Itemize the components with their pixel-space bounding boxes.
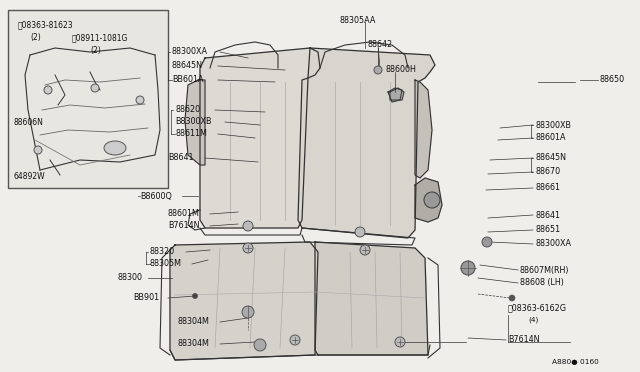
Text: 88601M: 88601M xyxy=(168,209,200,218)
Text: B7614N: B7614N xyxy=(168,221,200,231)
Text: 88300: 88300 xyxy=(118,273,143,282)
Text: 88642: 88642 xyxy=(368,40,393,49)
Circle shape xyxy=(254,339,266,351)
Text: 88600H: 88600H xyxy=(385,65,416,74)
Text: 88650: 88650 xyxy=(600,76,625,84)
Polygon shape xyxy=(298,48,435,238)
Circle shape xyxy=(424,192,440,208)
Polygon shape xyxy=(415,80,432,178)
Text: A880● 0160: A880● 0160 xyxy=(552,359,599,365)
Text: 88606N: 88606N xyxy=(14,118,44,127)
Circle shape xyxy=(91,84,99,92)
Text: 88611M: 88611M xyxy=(175,129,207,138)
Text: B8600Q: B8600Q xyxy=(140,192,172,201)
Circle shape xyxy=(461,261,475,275)
Polygon shape xyxy=(415,178,442,222)
Text: B8300XB: B8300XB xyxy=(175,118,211,126)
Circle shape xyxy=(360,245,370,255)
Text: 88645N: 88645N xyxy=(535,154,566,163)
Circle shape xyxy=(34,146,42,154)
Circle shape xyxy=(374,66,382,74)
Circle shape xyxy=(44,86,52,94)
Text: 88645N: 88645N xyxy=(172,61,203,71)
Text: Ⓜ08363-6162G: Ⓜ08363-6162G xyxy=(508,304,567,312)
Text: 88304M: 88304M xyxy=(178,340,210,349)
Text: BB601A: BB601A xyxy=(172,76,204,84)
Text: 88670: 88670 xyxy=(535,167,560,176)
Text: 88305M: 88305M xyxy=(150,260,182,269)
Circle shape xyxy=(355,227,365,237)
Circle shape xyxy=(193,294,198,298)
Text: 88300XA: 88300XA xyxy=(535,240,571,248)
Polygon shape xyxy=(170,242,318,360)
Polygon shape xyxy=(185,80,205,165)
Polygon shape xyxy=(200,48,320,228)
Circle shape xyxy=(509,295,515,301)
Text: B8641: B8641 xyxy=(168,154,193,163)
Polygon shape xyxy=(315,242,428,355)
Text: B7614N: B7614N xyxy=(508,336,540,344)
Text: BB901: BB901 xyxy=(133,294,159,302)
Circle shape xyxy=(242,306,254,318)
Circle shape xyxy=(243,221,253,231)
Text: 88300XB: 88300XB xyxy=(535,121,571,129)
Text: ⓝ08911-1081G: ⓝ08911-1081G xyxy=(72,33,129,42)
Text: (4): (4) xyxy=(528,317,538,323)
Ellipse shape xyxy=(104,141,126,155)
Text: (2): (2) xyxy=(30,33,41,42)
Circle shape xyxy=(136,96,144,104)
Text: 88620: 88620 xyxy=(175,106,200,115)
Text: 88601A: 88601A xyxy=(535,134,566,142)
Text: 88661: 88661 xyxy=(535,183,560,192)
Text: Ⓜ08363-81623: Ⓜ08363-81623 xyxy=(18,20,74,29)
Text: (2): (2) xyxy=(90,46,100,55)
Polygon shape xyxy=(388,88,402,102)
Text: 88304M: 88304M xyxy=(178,317,210,327)
Text: 88607M(RH): 88607M(RH) xyxy=(520,266,570,275)
Circle shape xyxy=(482,237,492,247)
Bar xyxy=(8,10,168,188)
Text: 88300XA: 88300XA xyxy=(172,48,208,57)
Text: 64892W: 64892W xyxy=(14,172,45,181)
Polygon shape xyxy=(390,88,404,100)
Circle shape xyxy=(395,337,405,347)
Circle shape xyxy=(243,243,253,253)
Text: 88305AA: 88305AA xyxy=(340,16,376,25)
Text: 88641: 88641 xyxy=(535,211,560,219)
Text: 88608 (LH): 88608 (LH) xyxy=(520,279,564,288)
Text: 88651: 88651 xyxy=(535,225,560,234)
Circle shape xyxy=(290,335,300,345)
Text: 88320: 88320 xyxy=(150,247,175,257)
